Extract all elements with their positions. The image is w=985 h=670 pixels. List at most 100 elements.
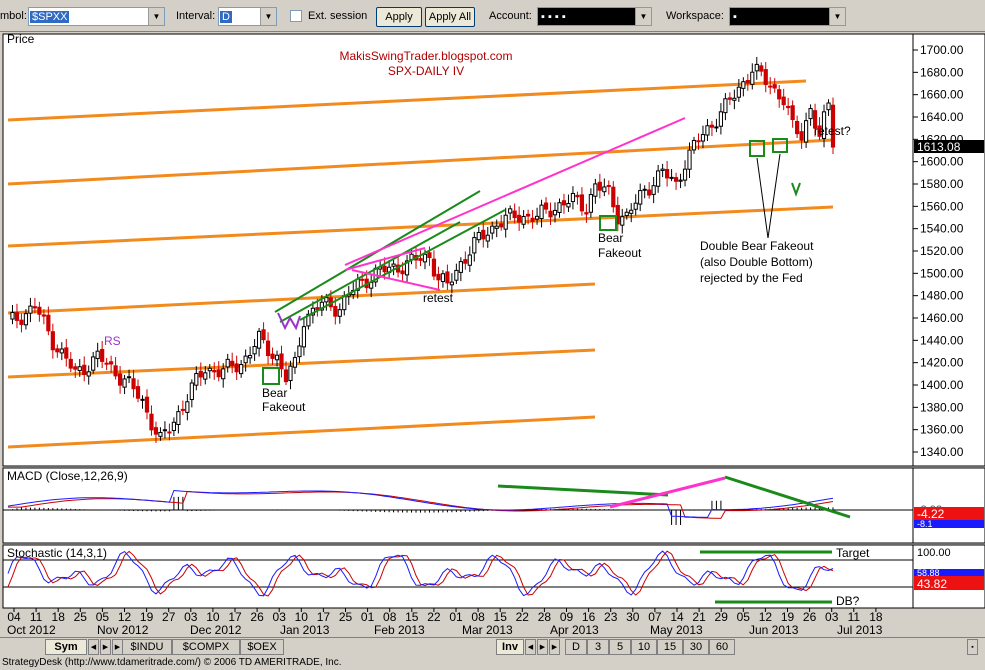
tab-oex[interactable]: $OEX: [240, 639, 284, 655]
annotation-bear-fakeout-2b: Fakeout: [598, 246, 642, 260]
x-tick-label: 26: [250, 610, 264, 624]
candle-body: [499, 223, 504, 228]
candle-body: [786, 105, 791, 109]
interval-scroll-left[interactable]: ◀: [525, 639, 536, 655]
tabbar-grip[interactable]: ▪: [967, 639, 978, 655]
candle-body: [579, 194, 585, 212]
stoch-k-line: [7, 550, 834, 597]
candle-body: [288, 365, 293, 382]
macd-trend-line-magenta: [609, 476, 726, 509]
interval-combo[interactable]: D ▼: [218, 7, 277, 26]
chevron-down-icon[interactable]: ▼: [635, 8, 651, 25]
candle-body: [745, 79, 750, 84]
interval-value[interactable]: D: [220, 10, 232, 23]
chevron-down-icon[interactable]: ▼: [260, 8, 276, 25]
x-tick-label: 05: [737, 610, 751, 624]
price-panel[interactable]: [2, 33, 914, 467]
candle-body: [741, 81, 746, 89]
account-value[interactable]: ▪ ▪ ▪ ▪: [541, 10, 566, 23]
x-month-label: Jun 2013: [749, 623, 799, 637]
fakeout-box: [772, 138, 788, 153]
candle-body: [297, 345, 302, 358]
tab-inv[interactable]: Inv: [496, 639, 524, 655]
interval-scroll-end[interactable]: ▶: [549, 639, 560, 655]
candle-body: [28, 305, 33, 314]
candle-body: [754, 63, 759, 72]
chevron-down-icon[interactable]: ▼: [829, 8, 845, 25]
workspace-combo[interactable]: ▪ ▼: [729, 7, 846, 26]
green-tick-mark: [791, 182, 801, 197]
apply-all-button[interactable]: Apply All: [425, 7, 475, 27]
x-tick-label: 07: [648, 610, 662, 624]
candle-body: [476, 231, 481, 241]
candle-body: [552, 209, 558, 216]
candle-body: [64, 347, 69, 359]
candle-body: [82, 364, 87, 376]
tab-interval-d[interactable]: D: [565, 639, 587, 655]
x-tick-label: 09: [560, 610, 574, 624]
x-tick-label: 12: [118, 610, 132, 624]
candle-body: [230, 360, 235, 367]
x-tick-label: 14: [670, 610, 684, 624]
candle-body: [153, 427, 159, 435]
x-tick-label: 22: [516, 610, 530, 624]
candle-body: [660, 168, 665, 171]
candle-body: [73, 366, 78, 370]
candle-body: [467, 254, 472, 266]
candle-body: [570, 192, 576, 203]
ext-session-checkbox[interactable]: [290, 10, 302, 22]
candle-body: [584, 212, 589, 215]
tab-interval-3[interactable]: 3: [587, 639, 609, 655]
candle-body: [781, 96, 786, 106]
tab-indu[interactable]: $INDU: [122, 639, 172, 655]
tab-interval-5[interactable]: 5: [609, 639, 631, 655]
tab-scroll-right[interactable]: ▶: [100, 639, 111, 655]
symbol-combo[interactable]: $SPXX ▼: [28, 7, 165, 26]
candle-body: [234, 363, 239, 373]
candle-body: [669, 176, 674, 179]
pointer-line: [756, 157, 769, 239]
candle-body: [508, 208, 513, 214]
tab-interval-10[interactable]: 10: [631, 639, 657, 655]
fakeout-box: [262, 367, 280, 385]
x-tick-label: 16: [582, 610, 596, 624]
candle-body: [602, 186, 607, 193]
stochastic-panel[interactable]: [2, 544, 914, 609]
candle-body: [575, 194, 580, 198]
candle-body: [261, 329, 266, 341]
chart-area[interactable]: 1700.00 1680.00 1660.00 1640.00 1620.00 1600.…: [0, 32, 985, 637]
chevron-down-icon[interactable]: ▼: [148, 8, 164, 25]
workspace-value[interactable]: ▪: [733, 10, 737, 23]
x-tick-label: 03: [825, 610, 839, 624]
apply-button[interactable]: Apply: [376, 7, 422, 27]
x-tick-label: 03: [273, 610, 287, 624]
tab-interval-15[interactable]: 15: [657, 639, 683, 655]
candle-body: [503, 214, 508, 230]
tab-compx[interactable]: $COMPX: [172, 639, 240, 655]
candle-body: [665, 168, 670, 179]
candle-body: [490, 225, 495, 234]
candle-body: [440, 273, 446, 283]
price-tick-label: 1460.00: [920, 311, 964, 325]
macd-panel[interactable]: [2, 467, 914, 544]
candle-body: [485, 234, 490, 242]
candle-body: [265, 340, 271, 357]
tab-interval-30[interactable]: 30: [683, 639, 709, 655]
interval-scroll-right[interactable]: ▶: [537, 639, 548, 655]
tab-scroll-left[interactable]: ◀: [88, 639, 99, 655]
price-tick-label: 1440.00: [920, 333, 964, 347]
candle-body: [239, 364, 244, 375]
price-tick-label: 1480.00: [920, 289, 964, 303]
candle-body: [620, 216, 625, 226]
candle-body: [50, 331, 55, 351]
tab-interval-60[interactable]: 60: [709, 639, 735, 655]
tab-sym[interactable]: Sym: [45, 639, 87, 655]
chart-svg[interactable]: 1700.001680.001660.001640.001620.001600.…: [0, 32, 985, 637]
symbol-value[interactable]: $SPXX: [30, 10, 70, 23]
candle-body: [597, 181, 602, 191]
channel-line: [7, 79, 807, 122]
account-combo[interactable]: ▪ ▪ ▪ ▪ ▼: [537, 7, 652, 26]
watermark-title: SPX-DAILY IV: [388, 64, 464, 78]
candle-body: [135, 386, 141, 399]
